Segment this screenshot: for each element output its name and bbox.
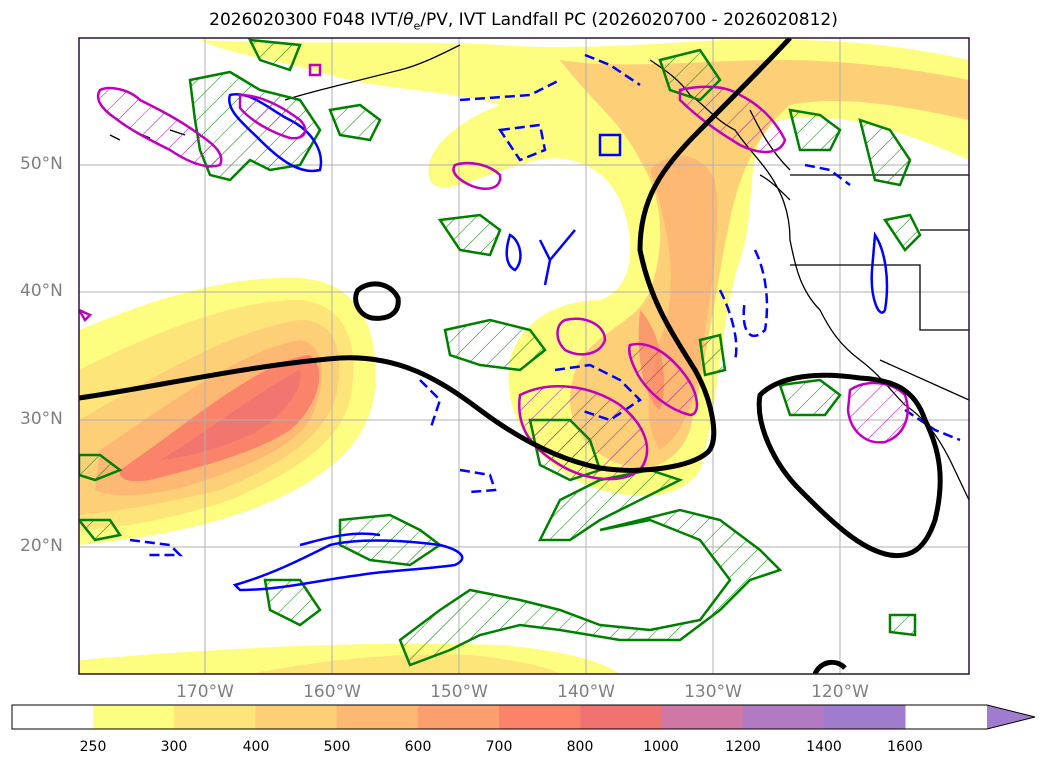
- colorbar-segment: [417, 705, 500, 729]
- colorbar-segments: [93, 705, 906, 729]
- colorbar-segment: [336, 705, 419, 729]
- ivt-band-800-west: [119, 355, 320, 482]
- colorbar-segment: [93, 705, 175, 729]
- lon-label-120w: 120°W: [811, 682, 869, 702]
- colorbar-tick-1000: 1000: [643, 739, 679, 755]
- ivt-band-300-south: [250, 654, 560, 674]
- magenta-contours: [79, 63, 909, 481]
- ivt-colorbar: [11, 704, 1036, 730]
- colorbar-segment: [255, 705, 338, 729]
- lon-label-150w: 150°W: [430, 682, 488, 702]
- lat-label-30n: 30°N: [20, 409, 63, 429]
- colorbar-tick-300: 300: [160, 739, 188, 755]
- colorbar-tick-700: 700: [485, 739, 513, 755]
- lon-label-130w: 130°W: [684, 682, 742, 702]
- map-frame: [78, 37, 970, 675]
- colorbar-segment: [174, 705, 256, 729]
- colorbar-segment: [580, 705, 662, 729]
- lat-label-50n: 50°N: [20, 154, 63, 174]
- colorbar-segment: [661, 705, 744, 729]
- lat-label-40n: 40°N: [20, 281, 63, 301]
- colorbar-outline: [11, 704, 1036, 730]
- colorbar-tick-1600: 1600: [887, 739, 923, 755]
- landfall-pc-contours: [79, 38, 943, 674]
- colorbar-segment-below: [12, 705, 93, 729]
- lon-label-160w: 160°W: [303, 682, 361, 702]
- blue-contours: [129, 53, 961, 592]
- colorbar-extend-arrow: [987, 705, 1035, 729]
- lon-label-170w: 170°W: [176, 682, 234, 702]
- colorbar-segment: [823, 705, 906, 729]
- plot-title: 2026020300 F048 IVT/θe/PV, IVT Landfall …: [209, 10, 838, 33]
- lat-label-20n: 20°N: [20, 536, 63, 556]
- map-panel: [78, 37, 970, 675]
- colorbar-segment: [742, 705, 825, 729]
- lon-label-140w: 140°W: [557, 682, 615, 702]
- colorbar-tick-1400: 1400: [806, 739, 842, 755]
- colorbar-tick-400: 400: [242, 739, 270, 755]
- colorbar-tick-500: 500: [323, 739, 351, 755]
- colorbar-tick-250: 250: [79, 739, 107, 755]
- colorbar-tick-800: 800: [566, 739, 594, 755]
- ivt-band-1000-west: [160, 370, 301, 460]
- colorbar-segment: [499, 705, 581, 729]
- colorbar-tick-600: 600: [404, 739, 432, 755]
- colorbar-tick-1200: 1200: [725, 739, 761, 755]
